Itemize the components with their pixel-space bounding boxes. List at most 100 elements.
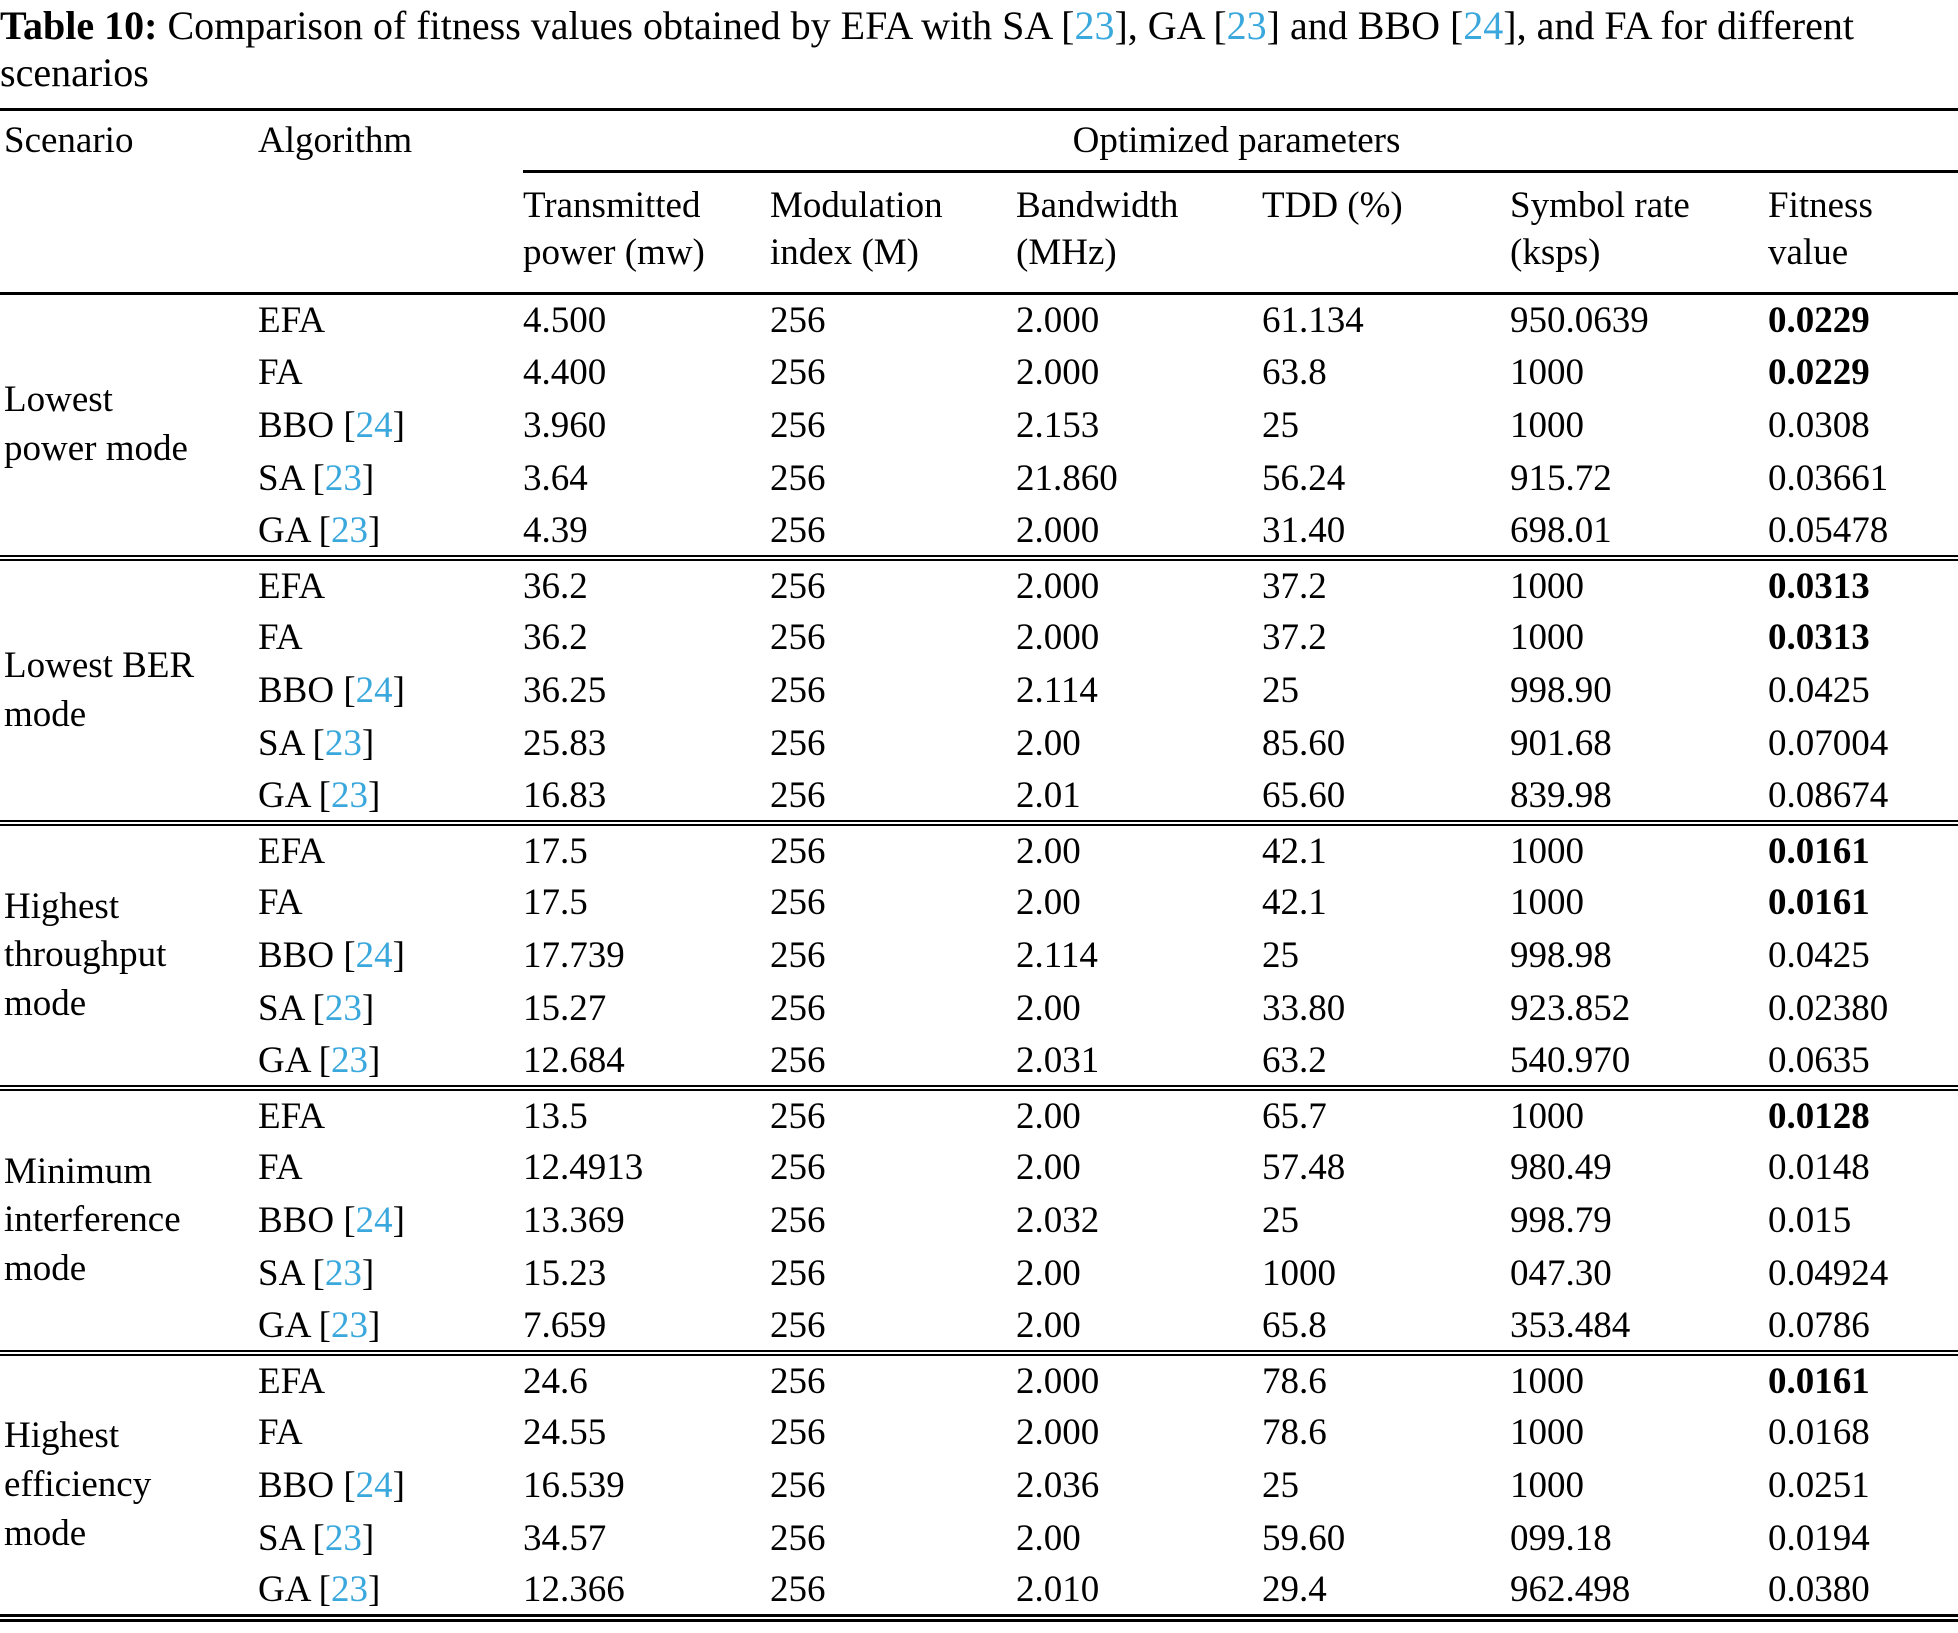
value-cell: 85.60 (1262, 723, 1346, 765)
citation-link[interactable]: 24 (355, 935, 393, 977)
value-cell: 998.98 (1510, 935, 1612, 977)
value-cell: 1000 (1510, 617, 1584, 659)
value-cell: 42.1 (1262, 882, 1327, 924)
comparison-table: Scenario Algorithm Optimized parameters … (0, 108, 1958, 1623)
value-cell: 17.5 (523, 882, 588, 924)
value-cell: 540.970 (1510, 1039, 1631, 1081)
algorithm-cell: EFA (258, 1085, 523, 1142)
value-cell: 1000 (1510, 820, 1768, 877)
caption-text: Table 10: (0, 3, 158, 48)
citation-link[interactable]: 24 (355, 1465, 393, 1507)
citation-link[interactable]: 23 (324, 723, 362, 765)
algorithm-cell: EFA (258, 820, 523, 877)
table-row: Highest efficiency mode EFA 24.6 256 2.000 78.6… (0, 1350, 1958, 1619)
value-cell: 0.05478 (1768, 509, 1889, 551)
value-cell: 256 (770, 458, 826, 500)
value-cell: 0.0635 (1768, 1039, 1870, 1081)
value-cell: 0.03661 (1768, 458, 1889, 500)
header-algorithm: Algorithm (258, 109, 523, 295)
citation-link[interactable]: 24 (355, 670, 393, 712)
value-cell: 78.6 (1262, 1412, 1327, 1454)
value-cell: 31.40 (1262, 509, 1346, 551)
citation-link[interactable]: 23 (324, 1518, 362, 1560)
scenario-label: Highest efficiency mode (0, 1350, 258, 1619)
algorithm-cell: SA [23] (258, 723, 375, 765)
caption-text: ], and FA for different scenarios (0, 3, 1854, 96)
scenario-label: Highest throughput mode (0, 820, 258, 1089)
citation-link[interactable]: 23 (330, 1039, 368, 1081)
value-cell: 25 (1262, 1465, 1299, 1507)
scenario-line: mode (4, 693, 87, 735)
algorithm-cell: SA [23] (258, 988, 375, 1030)
algorithm-name: SA (258, 1253, 304, 1295)
scenario-line: throughput (4, 934, 167, 976)
algorithm-cell: GA [23] (258, 1304, 381, 1346)
table-row: GA [23] 12.366 256 2.010 29.4 962.498 0.0380 (0, 1565, 1958, 1618)
citation-link[interactable]: 23 (324, 988, 362, 1030)
value-cell: 0.0313 (1768, 617, 1870, 659)
value-cell: 256 (770, 935, 826, 977)
algorithm-name: FA (258, 1412, 303, 1454)
value-cell: 0.08674 (1768, 774, 1889, 816)
value-cell: 12.684 (523, 1039, 625, 1081)
value-cell: 1000 (1510, 1412, 1584, 1454)
citation-link[interactable]: 23 (330, 509, 368, 551)
citation-link[interactable]: 24 (1463, 3, 1504, 48)
value-cell: 256 (770, 1200, 826, 1242)
table-row: FA 24.55 256 2.000 78.6 1000 0.0168 (0, 1406, 1958, 1459)
citation-link[interactable]: 23 (330, 1304, 368, 1346)
value-cell: 0.0148 (1768, 1147, 1870, 1189)
value-cell: 17.5 (523, 820, 770, 877)
table-row: BBO [24] 16.539 256 2.036 25 1000 0.0251 (0, 1459, 1958, 1512)
citation-link[interactable]: 23 (324, 1253, 362, 1295)
header-optimized-parameters: Optimized parameters (523, 109, 1958, 174)
scenario-line: power mode (4, 428, 188, 470)
table-row: SA [23] 15.23 256 2.00 1000 047.30 0.04924 (0, 1247, 1958, 1300)
value-cell: 0.0229 (1768, 300, 1870, 342)
scenario-line: Lowest BER (4, 645, 195, 687)
table-row: Lowest BER mode EFA 36.2 256 2.000 37.2 1000 0.0… (0, 555, 1958, 824)
value-cell: 256 (770, 300, 826, 342)
value-cell: 256 (770, 1518, 826, 1560)
value-cell: 0.0229 (1768, 352, 1870, 394)
algorithm-cell: GA [23] (258, 1039, 381, 1081)
citation-link[interactable]: 23 (324, 458, 362, 500)
citation-link[interactable]: 23 (330, 1569, 368, 1611)
value-cell: 15.27 (523, 988, 607, 1030)
citation-link[interactable]: 24 (355, 1200, 393, 1242)
algorithm-cell: SA [23] (258, 1253, 375, 1295)
value-cell: 25 (1262, 405, 1299, 447)
caption-text: ] and BBO [ (1266, 3, 1464, 48)
table-row: FA 36.2 256 2.000 37.2 1000 0.0313 (0, 611, 1958, 664)
value-cell: 047.30 (1510, 1253, 1612, 1295)
table-row: BBO [24] 13.369 256 2.032 25 998.79 0.015 (0, 1194, 1958, 1247)
scenario-line: Minimum (4, 1150, 153, 1192)
table-row: FA 17.5 256 2.00 42.1 1000 0.0161 (0, 876, 1958, 929)
citation-link[interactable]: 23 (330, 774, 368, 816)
value-cell: 13.369 (523, 1200, 625, 1242)
algorithm-name: BBO (258, 935, 335, 977)
value-cell: 16.539 (523, 1465, 625, 1507)
value-cell: 256 (770, 670, 826, 712)
table-row: BBO [24] 17.739 256 2.114 25 998.98 0.0425 (0, 929, 1958, 982)
caption-text: ], GA [ (1114, 3, 1227, 48)
citation-link[interactable]: 23 (1226, 3, 1267, 48)
header-symbol-rate: Symbol rate (ksps) (1510, 171, 1768, 295)
citation-link[interactable]: 24 (355, 405, 393, 447)
header-row-sub: Transmitted power (mw) Modulation index … (0, 171, 1958, 295)
table-row: FA 4.400 256 2.000 63.8 1000 0.0229 (0, 346, 1958, 399)
table-row: BBO [24] 3.960 256 2.153 25 1000 0.0308 (0, 399, 1958, 452)
value-cell: 2.114 (1016, 670, 1098, 712)
scenario-line: Highest (4, 1415, 120, 1457)
value-cell: 256 (770, 1085, 1016, 1142)
value-cell: 923.852 (1510, 988, 1631, 1030)
citation-link[interactable]: 23 (1074, 3, 1115, 48)
value-cell: 63.2 (1262, 1039, 1327, 1081)
value-cell: 353.484 (1510, 1304, 1631, 1346)
value-cell: 1000 (1510, 352, 1584, 394)
value-cell: 256 (770, 1253, 826, 1295)
value-cell: 34.57 (523, 1518, 607, 1560)
table-row: SA [23] 15.27 256 2.00 33.80 923.852 0.02380 (0, 982, 1958, 1035)
scenario-group: Minimum interference mode EFA 13.5 256 2.00 65.… (0, 1085, 1958, 1354)
value-cell: 2.000 (1016, 1412, 1100, 1454)
